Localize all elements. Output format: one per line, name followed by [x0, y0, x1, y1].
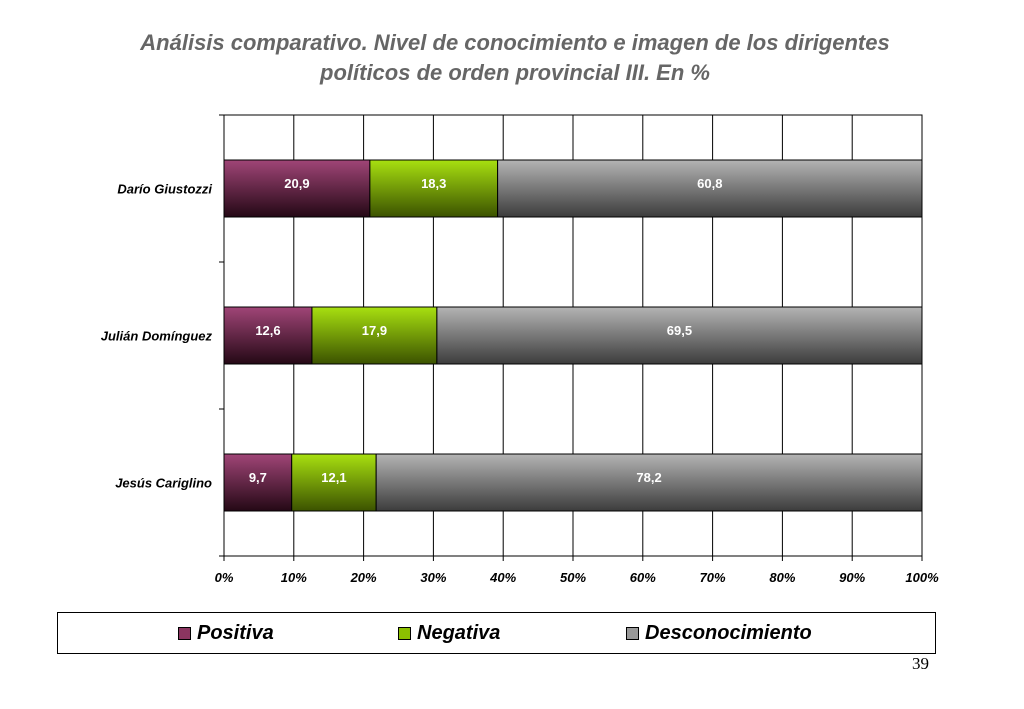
- chart-title-line-2: políticos de orden provincial III. En %: [320, 60, 710, 85]
- legend-item-desconocimiento: Desconocimiento: [626, 622, 812, 645]
- bar-segment-negativa: [291, 453, 377, 512]
- bar-segment-negativa: [311, 306, 438, 365]
- data-label: 9,7: [249, 470, 267, 485]
- data-label: 12,1: [321, 470, 346, 485]
- x-tick-label: 10%: [281, 570, 307, 585]
- legend-label: Desconocimiento: [645, 622, 812, 644]
- bar-segment-desconocimiento: [375, 453, 923, 512]
- legend-swatch-icon: [178, 627, 191, 640]
- legend-item-negativa: Negativa: [398, 622, 500, 645]
- page-number: 39: [912, 654, 929, 673]
- x-tick-label: 50%: [560, 570, 586, 585]
- bars: [223, 159, 923, 512]
- y-category-label: Julián Domínguez: [101, 329, 213, 344]
- x-tick-label: 40%: [489, 570, 516, 585]
- x-tick-label: 20%: [350, 570, 377, 585]
- x-tick-label: 80%: [769, 570, 795, 585]
- data-label: 20,9: [284, 176, 309, 191]
- axes: 0% 10% 20% 30% 40% 50% 60% 70% 80% 90% 100% Darío G…: [101, 114, 939, 585]
- x-tick-label: 70%: [700, 570, 726, 585]
- chart-title-line-1: Análisis comparativo. Nivel de conocimie…: [140, 30, 890, 55]
- legend-swatch-icon: [626, 627, 639, 640]
- data-label: 69,5: [667, 323, 692, 338]
- legend-label: Negativa: [417, 622, 501, 644]
- bar-segment-desconocimiento: [497, 159, 923, 218]
- y-category-label: Darío Giustozzi: [117, 182, 212, 197]
- x-tick-label: 100%: [905, 570, 939, 585]
- chart-title: Análisis comparativo. Nivel de conocimie…: [60, 28, 970, 88]
- legend-item-positiva: Positiva: [178, 622, 274, 645]
- bar-segment-positiva: [223, 306, 313, 365]
- data-label: 60,8: [697, 176, 722, 191]
- legend-swatch-icon: [398, 627, 411, 640]
- data-label: 18,3: [421, 176, 446, 191]
- bar-segment-positiva: [223, 453, 293, 512]
- bar-segment-desconocimiento: [436, 306, 923, 365]
- data-labels: 20,9 18,3 60,8 12,6 17,9 69,5 9,7 12,1 78,2: [249, 176, 723, 485]
- x-tick-label: 0%: [215, 570, 234, 585]
- bar-segment-negativa: [369, 159, 499, 218]
- legend-label: Positiva: [197, 622, 274, 644]
- legend: Positiva Negativa Desconocimiento: [57, 612, 936, 654]
- data-label: 12,6: [255, 323, 280, 338]
- x-tick-label: 90%: [839, 570, 865, 585]
- data-label: 17,9: [362, 323, 387, 338]
- x-tick-label: 60%: [630, 570, 656, 585]
- data-label: 78,2: [636, 470, 661, 485]
- y-category-label: Jesús Cariglino: [115, 476, 212, 491]
- x-tick-label: 30%: [420, 570, 446, 585]
- stacked-bar-chart: 20,9 18,3 60,8 12,6 17,9 69,5 9,7 12,1 78,2 0% 10…: [101, 114, 939, 585]
